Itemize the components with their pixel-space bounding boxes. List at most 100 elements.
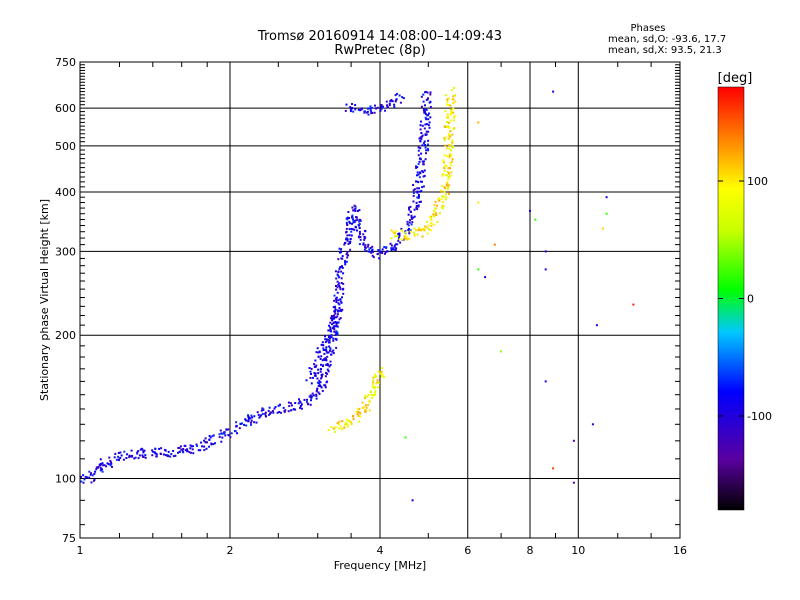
data-point — [389, 242, 392, 245]
data-point — [356, 408, 359, 411]
data-point — [209, 436, 212, 439]
data-point — [338, 267, 341, 270]
data-point — [320, 343, 323, 346]
data-point — [329, 337, 331, 340]
data-point — [374, 373, 376, 376]
data-point — [376, 106, 379, 109]
data-point — [351, 228, 354, 231]
data-point — [393, 232, 396, 234]
data-point — [429, 215, 431, 218]
data-point — [436, 221, 439, 223]
data-point — [447, 186, 449, 189]
data-point — [336, 315, 339, 318]
data-point — [316, 387, 319, 390]
data-point — [451, 139, 454, 142]
data-point — [387, 106, 389, 109]
data-point — [351, 103, 353, 105]
data-point — [343, 426, 346, 429]
data-point — [178, 450, 181, 453]
data-point — [363, 237, 366, 240]
data-point — [334, 316, 337, 319]
data-point — [341, 420, 344, 423]
data-point — [223, 432, 226, 435]
data-point — [330, 330, 333, 333]
data-point — [412, 189, 415, 192]
data-point — [444, 164, 447, 167]
data-point — [399, 241, 402, 244]
data-point — [415, 204, 418, 207]
data-point — [182, 448, 185, 450]
data-point — [451, 133, 454, 136]
data-point — [430, 219, 433, 222]
data-point — [111, 465, 113, 468]
data-point — [500, 350, 503, 353]
data-point — [373, 386, 376, 389]
data-point — [433, 210, 436, 213]
data-point — [329, 360, 332, 363]
data-point — [326, 362, 329, 365]
data-point — [328, 324, 330, 327]
data-point — [190, 451, 193, 454]
data-point — [386, 250, 389, 253]
data-point — [101, 462, 104, 465]
data-point — [416, 191, 419, 194]
data-point — [359, 412, 362, 415]
data-point — [83, 478, 86, 481]
data-point — [444, 187, 447, 190]
data-point — [445, 184, 448, 187]
stats-x-line: mean, sd,X: 93.5, 21.3 — [608, 45, 722, 56]
data-point — [441, 174, 444, 177]
data-point — [433, 214, 436, 217]
data-point — [314, 372, 317, 375]
data-point — [572, 481, 575, 484]
data-point — [329, 326, 332, 329]
data-point — [344, 260, 347, 263]
data-point — [335, 346, 338, 349]
data-point — [84, 475, 87, 478]
data-point — [375, 375, 378, 378]
data-point — [336, 291, 339, 294]
data-point — [412, 194, 415, 197]
data-point — [357, 236, 360, 239]
data-point — [390, 247, 393, 250]
x-tick-label: 10 — [571, 544, 585, 557]
data-point — [129, 455, 132, 458]
data-point — [443, 139, 446, 142]
data-point — [347, 211, 350, 213]
data-point — [572, 439, 575, 442]
data-point — [106, 462, 109, 465]
data-point — [335, 321, 338, 324]
data-point — [99, 458, 102, 461]
data-point — [324, 349, 327, 351]
data-point — [340, 277, 343, 280]
data-point — [390, 249, 393, 251]
data-point — [449, 119, 452, 122]
data-point — [90, 472, 93, 475]
data-point — [321, 341, 324, 344]
data-point — [259, 415, 262, 418]
data-point — [101, 464, 104, 467]
data-point — [320, 363, 322, 366]
data-point — [529, 209, 531, 212]
data-point — [440, 198, 443, 201]
data-point — [330, 426, 333, 428]
data-point — [331, 323, 334, 326]
data-point — [336, 422, 339, 425]
data-point — [420, 137, 423, 140]
data-point — [413, 208, 416, 211]
data-point — [80, 475, 83, 478]
data-point — [208, 445, 210, 448]
data-point — [329, 348, 332, 351]
data-point — [398, 234, 401, 237]
data-point — [447, 126, 450, 129]
data-point — [189, 447, 192, 450]
data-point — [385, 100, 388, 103]
data-point — [338, 318, 341, 321]
data-point — [395, 247, 398, 250]
data-point — [420, 95, 423, 98]
data-point — [448, 154, 451, 156]
data-point — [397, 233, 400, 235]
data-point — [354, 219, 357, 222]
data-point — [354, 108, 357, 111]
data-point — [324, 335, 326, 338]
